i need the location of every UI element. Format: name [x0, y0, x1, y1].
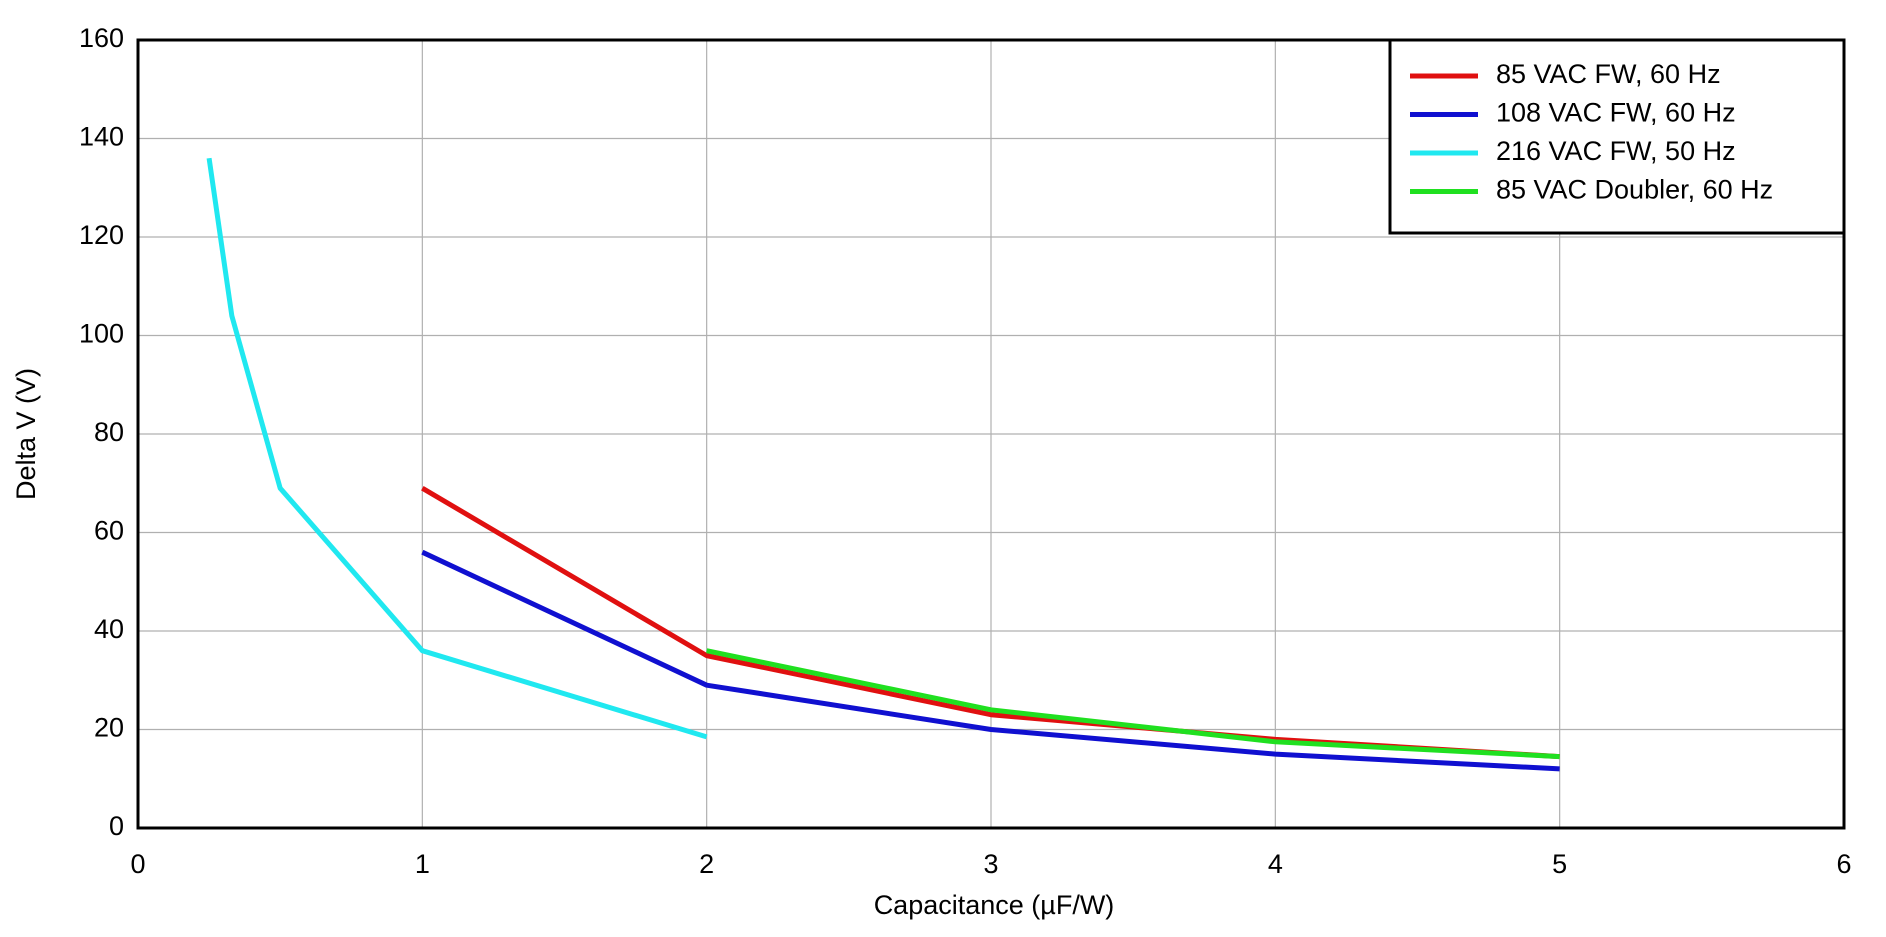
legend-label: 85 VAC FW, 60 Hz — [1496, 59, 1721, 89]
series-line — [706, 648, 1560, 760]
x-tick-label: 6 — [1836, 849, 1851, 879]
x-tick-label: 1 — [415, 849, 430, 879]
legend-label: 216 VAC FW, 50 Hz — [1496, 136, 1736, 166]
series-line — [421, 549, 1560, 772]
y-tick-label: 100 — [79, 319, 124, 349]
series-line — [206, 157, 708, 740]
legend-label: 108 VAC FW, 60 Hz — [1496, 98, 1736, 128]
y-tick-label: 0 — [109, 811, 124, 841]
y-tick-label: 140 — [79, 122, 124, 152]
x-tick-label: 4 — [1268, 849, 1283, 879]
legend-box — [1388, 38, 1846, 235]
x-tick-label: 2 — [699, 849, 714, 879]
y-tick-label: 160 — [79, 23, 124, 53]
x-tick-label: 5 — [1552, 849, 1567, 879]
y-axis-label: Delta V (V) — [11, 368, 41, 500]
y-tick-label: 60 — [94, 516, 124, 546]
y-tick-label: 40 — [94, 614, 124, 644]
y-tick-label: 80 — [94, 417, 124, 447]
x-axis-label: Capacitance (µF/W) — [874, 890, 1115, 920]
y-tick-label: 120 — [79, 220, 124, 250]
legend-label: 85 VAC Doubler, 60 Hz — [1496, 175, 1773, 205]
plot-frame — [136, 38, 1846, 830]
x-tick-label: 3 — [983, 849, 998, 879]
y-tick-label: 20 — [94, 713, 124, 743]
x-tick-label: 0 — [130, 849, 145, 879]
